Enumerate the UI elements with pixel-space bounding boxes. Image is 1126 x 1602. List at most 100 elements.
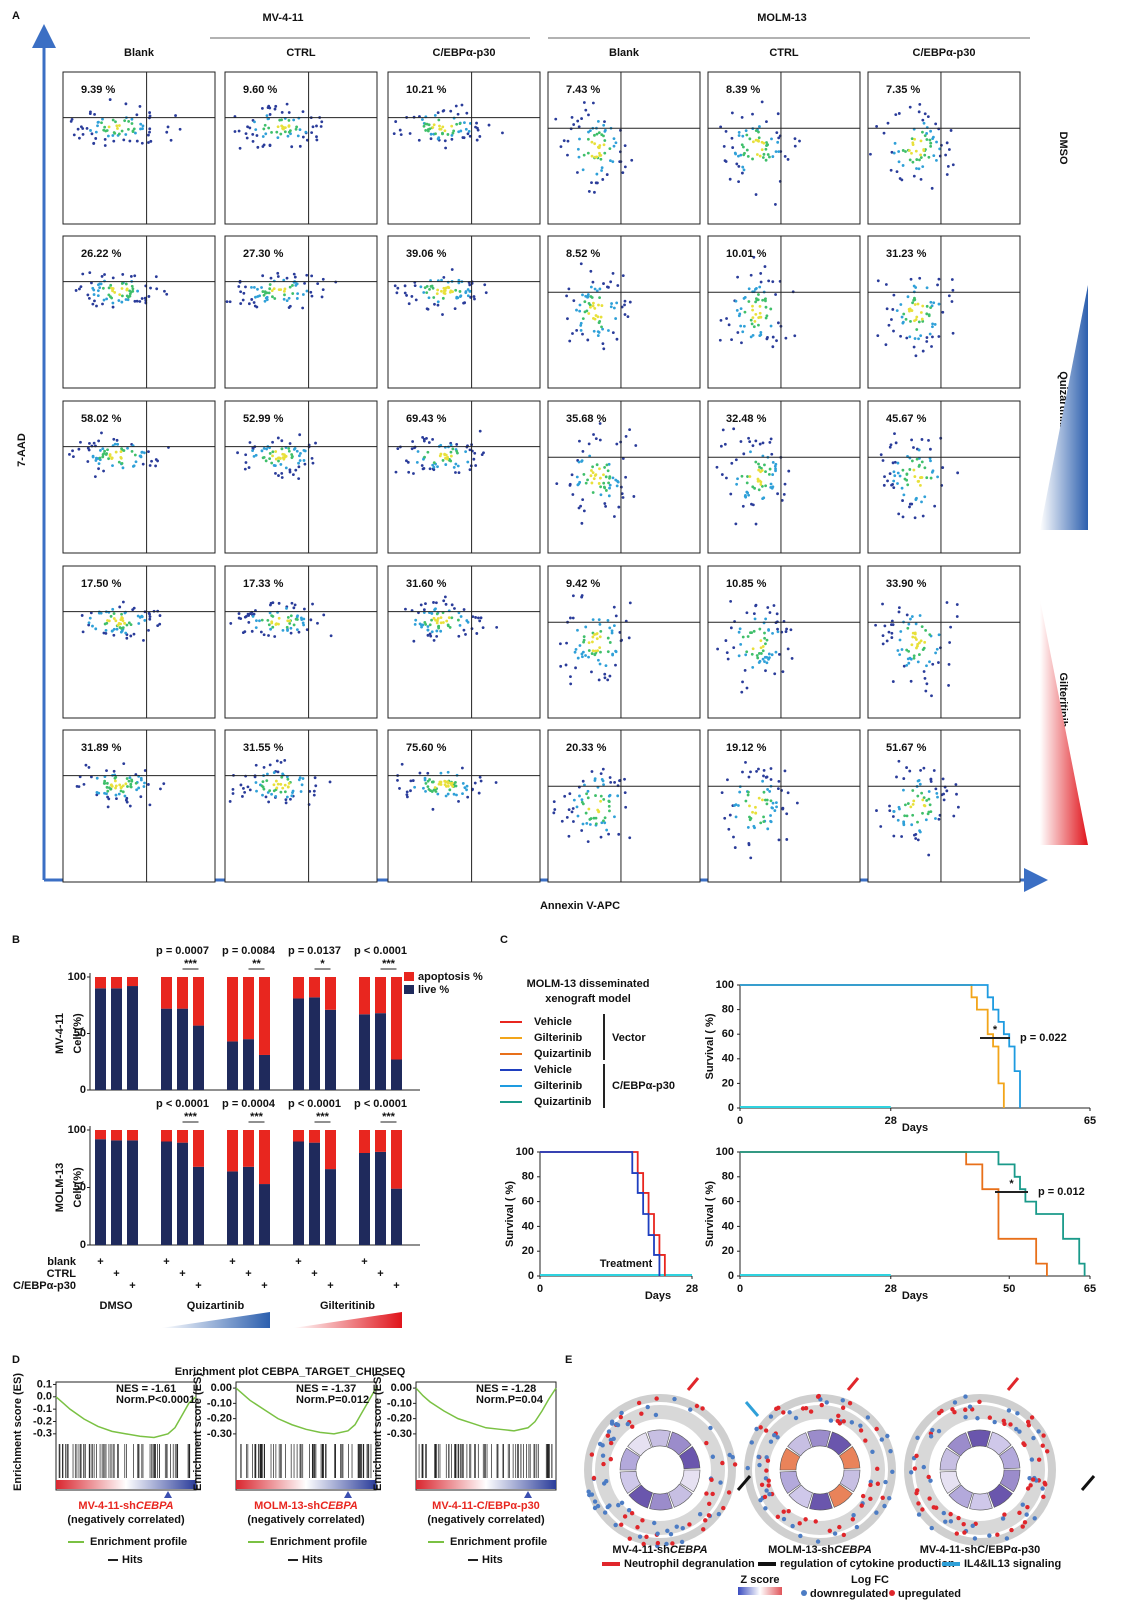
flow-dot (97, 440, 100, 443)
fc-dot (782, 1510, 786, 1514)
flow-dot (451, 448, 454, 451)
flow-dot (290, 614, 293, 617)
flow-dot (115, 124, 118, 127)
flow-dot (88, 449, 91, 452)
z-label: Z score (740, 1574, 779, 1586)
flow-dot (591, 482, 594, 485)
bar-segment (293, 977, 304, 998)
fc-dot (1030, 1457, 1034, 1461)
flow-dot (935, 159, 938, 162)
plus-sign: + (245, 1268, 251, 1280)
flow-dot (898, 760, 901, 763)
percentage-label: 8.52 % (566, 248, 600, 260)
flow-dot (299, 459, 302, 462)
flow-dot (936, 796, 939, 799)
flow-dot (920, 156, 923, 159)
flow-dot (426, 285, 429, 288)
chord-ring (908, 1398, 1052, 1542)
flow-dot (437, 119, 440, 122)
flow-dot (587, 131, 590, 134)
flow-dot (767, 279, 770, 282)
flow-dot (591, 155, 594, 158)
fc-dot (858, 1423, 862, 1427)
flow-dot (925, 340, 928, 343)
flow-dot (265, 795, 268, 798)
y-axis-label: Enrichment score (ES) (372, 1373, 384, 1491)
flow-dot (912, 446, 915, 449)
flow-dot (286, 778, 289, 781)
fc-dot (603, 1510, 607, 1514)
flow-dot (122, 466, 125, 469)
flow-dot (463, 786, 466, 789)
annotation: Treatment (600, 1258, 653, 1270)
group-label: DMSO (100, 1300, 133, 1312)
fc-dot (1033, 1516, 1037, 1520)
flow-dot (118, 793, 121, 796)
chord-ring (588, 1398, 732, 1542)
flow-dot (890, 318, 893, 321)
flow-dot (925, 138, 928, 141)
flow-dot (624, 476, 627, 479)
flow-dot (607, 329, 610, 332)
flow-dot (762, 815, 765, 818)
flow-dot (775, 150, 778, 153)
flow-dot (937, 335, 940, 338)
flow-dot (911, 301, 914, 304)
flow-dot (93, 113, 96, 116)
flow-dot (111, 456, 114, 459)
flow-dot (133, 464, 136, 467)
flow-dot (101, 447, 104, 450)
flow-dot (598, 296, 601, 299)
flow-dot (763, 660, 766, 663)
fc-dot (1036, 1429, 1040, 1433)
flow-dot (583, 101, 586, 104)
flow-dot (602, 473, 605, 476)
flow-dot (289, 798, 292, 801)
y-tick-label: -0.3 (33, 1428, 52, 1440)
flow-dot (730, 338, 733, 341)
flow-dot (261, 107, 264, 110)
flow-dot (758, 286, 761, 289)
flow-dot (915, 623, 918, 626)
treatment-label: blank (47, 1256, 77, 1268)
flow-dot (591, 652, 594, 655)
flow-dot (916, 643, 919, 646)
fc-dot (962, 1530, 966, 1534)
flow-dot (897, 512, 900, 515)
flow-dot (922, 350, 925, 353)
fc-dot (866, 1415, 870, 1419)
flow-dot (894, 461, 897, 464)
flow-dot (887, 122, 890, 125)
flow-dot (442, 110, 445, 113)
flow-dot (436, 465, 439, 468)
y-tick-label: 0.00 (391, 1382, 412, 1394)
flow-dot (571, 116, 574, 119)
fc-dot (1001, 1516, 1005, 1520)
flow-dot (115, 785, 118, 788)
flow-dot (301, 783, 304, 786)
flow-dot (918, 103, 921, 106)
flow-dot (473, 295, 476, 298)
flow-dot (948, 148, 951, 151)
flow-dot (603, 466, 606, 469)
flow-dot (269, 763, 272, 766)
flow-dot (437, 300, 440, 303)
fc-dot (988, 1415, 992, 1419)
flow-dot (737, 804, 740, 807)
flow-dot (89, 112, 92, 115)
flow-dot (915, 497, 918, 500)
flow-dot (435, 630, 438, 633)
legend-label: Enrichment profile (450, 1536, 547, 1548)
flow-dot (253, 286, 256, 289)
flow-dot (409, 779, 412, 782)
flow-dot (613, 307, 616, 310)
flow-dot (585, 482, 588, 485)
flow-dot (149, 615, 152, 618)
flow-dot (634, 444, 637, 447)
flow-dot (760, 646, 763, 649)
flow-dot (931, 471, 934, 474)
flow-dot (444, 463, 447, 466)
flow-dot (302, 293, 305, 296)
flow-dot (907, 662, 910, 665)
flow-dot (902, 469, 905, 472)
